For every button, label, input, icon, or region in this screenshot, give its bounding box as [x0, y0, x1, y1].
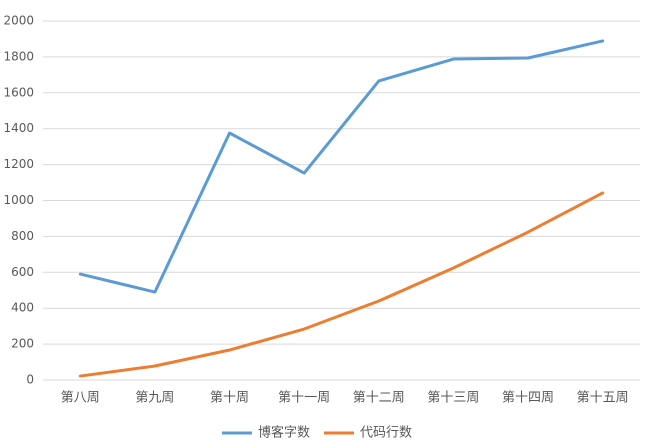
y-tick-label: 400 — [11, 301, 34, 315]
line-series — [78, 191, 605, 378]
x-tick-label: 第十五周 — [577, 391, 629, 406]
y-tick-label: 800 — [11, 229, 34, 243]
y-tick-label: 1200 — [3, 157, 34, 171]
x-tick-label: 第十周 — [210, 391, 249, 406]
y-tick-label: 200 — [11, 337, 34, 351]
x-tick-label: 第九周 — [135, 391, 174, 406]
x-tick-label: 第十二周 — [353, 391, 405, 406]
y-tick-label: 1600 — [3, 85, 34, 99]
y-tick-label: 600 — [11, 265, 34, 279]
y-tick-label: 1400 — [3, 121, 34, 135]
y-tick-label: 1000 — [3, 193, 34, 207]
y-tick-label: 2000 — [3, 14, 34, 28]
x-tick-label: 第十四周 — [502, 391, 554, 406]
legend-label: 代码行数 — [360, 426, 412, 441]
x-tick-label: 第十一周 — [278, 391, 330, 406]
line-series — [78, 39, 605, 294]
y-tick-label: 1800 — [3, 49, 34, 63]
y-tick-label: 0 — [26, 373, 34, 387]
x-tick-label: 第八周 — [61, 391, 100, 406]
legend-label: 博客字数 — [258, 425, 310, 441]
x-tick-label: 第十三周 — [427, 391, 479, 406]
